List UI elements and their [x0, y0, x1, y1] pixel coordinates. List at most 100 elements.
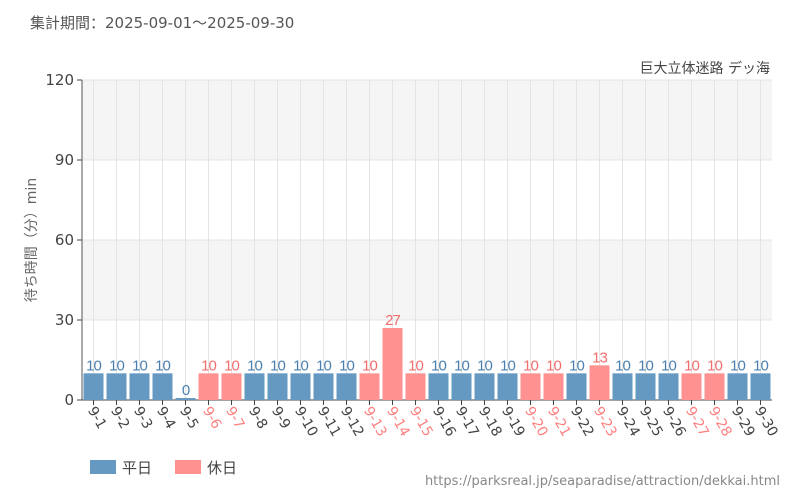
- x-tick-label: 9-21: [544, 404, 574, 440]
- x-tick-label: 9-16: [429, 404, 459, 440]
- x-tick-label: 9-1: [84, 404, 109, 432]
- data-label: 10: [569, 357, 584, 374]
- y-tick-label: 30: [55, 311, 74, 329]
- data-label: 10: [615, 357, 630, 374]
- y-tick-label: 0: [64, 391, 74, 409]
- bar: [290, 373, 311, 400]
- bar: [520, 373, 541, 400]
- bar: [543, 373, 564, 400]
- data-label: 10: [247, 357, 262, 374]
- bar: [106, 373, 127, 400]
- bar: [612, 373, 633, 400]
- data-label: 10: [408, 357, 423, 374]
- bar: [635, 373, 656, 400]
- data-label: 10: [362, 357, 377, 374]
- y-tick-label: 90: [55, 151, 74, 169]
- x-tick-label: 9-15: [406, 404, 436, 440]
- bar: [359, 373, 380, 400]
- bar: [175, 398, 196, 400]
- x-tick-label: 9-19: [498, 404, 528, 440]
- bar: [428, 373, 449, 400]
- data-label: 27: [385, 312, 400, 329]
- bar: [727, 373, 748, 400]
- bar: [313, 373, 334, 400]
- bar: [658, 373, 679, 400]
- bar: [129, 373, 150, 400]
- x-tick-label: 9-28: [705, 404, 735, 440]
- x-tick-label: 9-26: [659, 404, 689, 440]
- grid-band: [82, 80, 772, 160]
- x-tick-label: 9-4: [153, 404, 178, 432]
- legend-label-w: 平日: [122, 459, 152, 477]
- data-label: 10: [730, 357, 745, 374]
- bar: [244, 373, 265, 400]
- x-tick-label: 9-6: [199, 404, 224, 432]
- bar: [497, 373, 518, 400]
- data-label: 10: [638, 357, 653, 374]
- x-tick-label: 9-5: [176, 404, 201, 432]
- x-tick-label: 9-18: [475, 404, 505, 440]
- bar: [83, 373, 104, 400]
- data-label: 10: [523, 357, 538, 374]
- data-label: 10: [224, 357, 239, 374]
- bar: [221, 373, 242, 400]
- data-label: 10: [546, 357, 561, 374]
- bar: [704, 373, 725, 400]
- x-tick-label: 9-24: [613, 404, 643, 440]
- bar: [681, 373, 702, 400]
- x-tick-label: 9-27: [682, 404, 712, 440]
- bar: [382, 328, 403, 400]
- data-label: 10: [500, 357, 515, 374]
- legend-swatch-w: [90, 460, 116, 474]
- data-label: 10: [661, 357, 676, 374]
- x-tick-label: 9-13: [360, 404, 390, 440]
- data-label: 10: [86, 357, 101, 374]
- data-label: 10: [707, 357, 722, 374]
- y-axis-label: 待ち時間（分）min: [24, 178, 40, 302]
- grid-band: [82, 240, 772, 320]
- x-tick-label: 9-22: [567, 404, 597, 440]
- x-tick-label: 9-29: [728, 404, 758, 440]
- bar: [474, 373, 495, 400]
- data-label: 10: [132, 357, 147, 374]
- data-label: 10: [293, 357, 308, 374]
- x-tick-label: 9-2: [107, 404, 132, 432]
- data-label: 10: [431, 357, 446, 374]
- data-label: 10: [109, 357, 124, 374]
- data-label: 10: [454, 357, 469, 374]
- x-tick-label: 9-12: [337, 404, 367, 440]
- legend-swatch-h: [175, 460, 201, 474]
- x-tick-label: 9-11: [314, 404, 344, 440]
- y-tick-label: 60: [55, 231, 74, 249]
- bar: [589, 365, 610, 400]
- bar: [152, 373, 173, 400]
- x-tick-label: 9-25: [636, 404, 666, 440]
- legend-label-h: 休日: [207, 459, 237, 477]
- y-tick-label: 120: [45, 71, 74, 89]
- data-label: 13: [592, 349, 607, 366]
- source-url: https://parksreal.jp/seaparadise/attract…: [424, 474, 780, 489]
- data-label: 10: [201, 357, 216, 374]
- x-tick-label: 9-3: [130, 404, 155, 432]
- chart-title: 巨大立体迷路 デッ海: [640, 60, 770, 77]
- data-label: 10: [339, 357, 354, 374]
- bar: [750, 373, 771, 400]
- x-tick-label: 9-20: [521, 404, 551, 440]
- bar: [451, 373, 472, 400]
- x-tick-label: 9-10: [291, 404, 321, 440]
- data-label: 10: [155, 357, 170, 374]
- date-range-subtitle: 集計期間：2025-09-01～2025-09-30: [30, 14, 295, 32]
- x-tick-label: 9-8: [245, 404, 270, 432]
- bar: [198, 373, 219, 400]
- data-label: 0: [182, 382, 190, 399]
- bar: [405, 373, 426, 400]
- data-label: 10: [270, 357, 285, 374]
- data-label: 10: [477, 357, 492, 374]
- bar: [336, 373, 357, 400]
- x-tick-label: 9-17: [452, 404, 482, 440]
- data-label: 10: [684, 357, 699, 374]
- x-tick-label: 9-14: [383, 404, 413, 440]
- x-tick-label: 9-23: [590, 404, 620, 440]
- x-tick-label: 9-7: [222, 404, 247, 432]
